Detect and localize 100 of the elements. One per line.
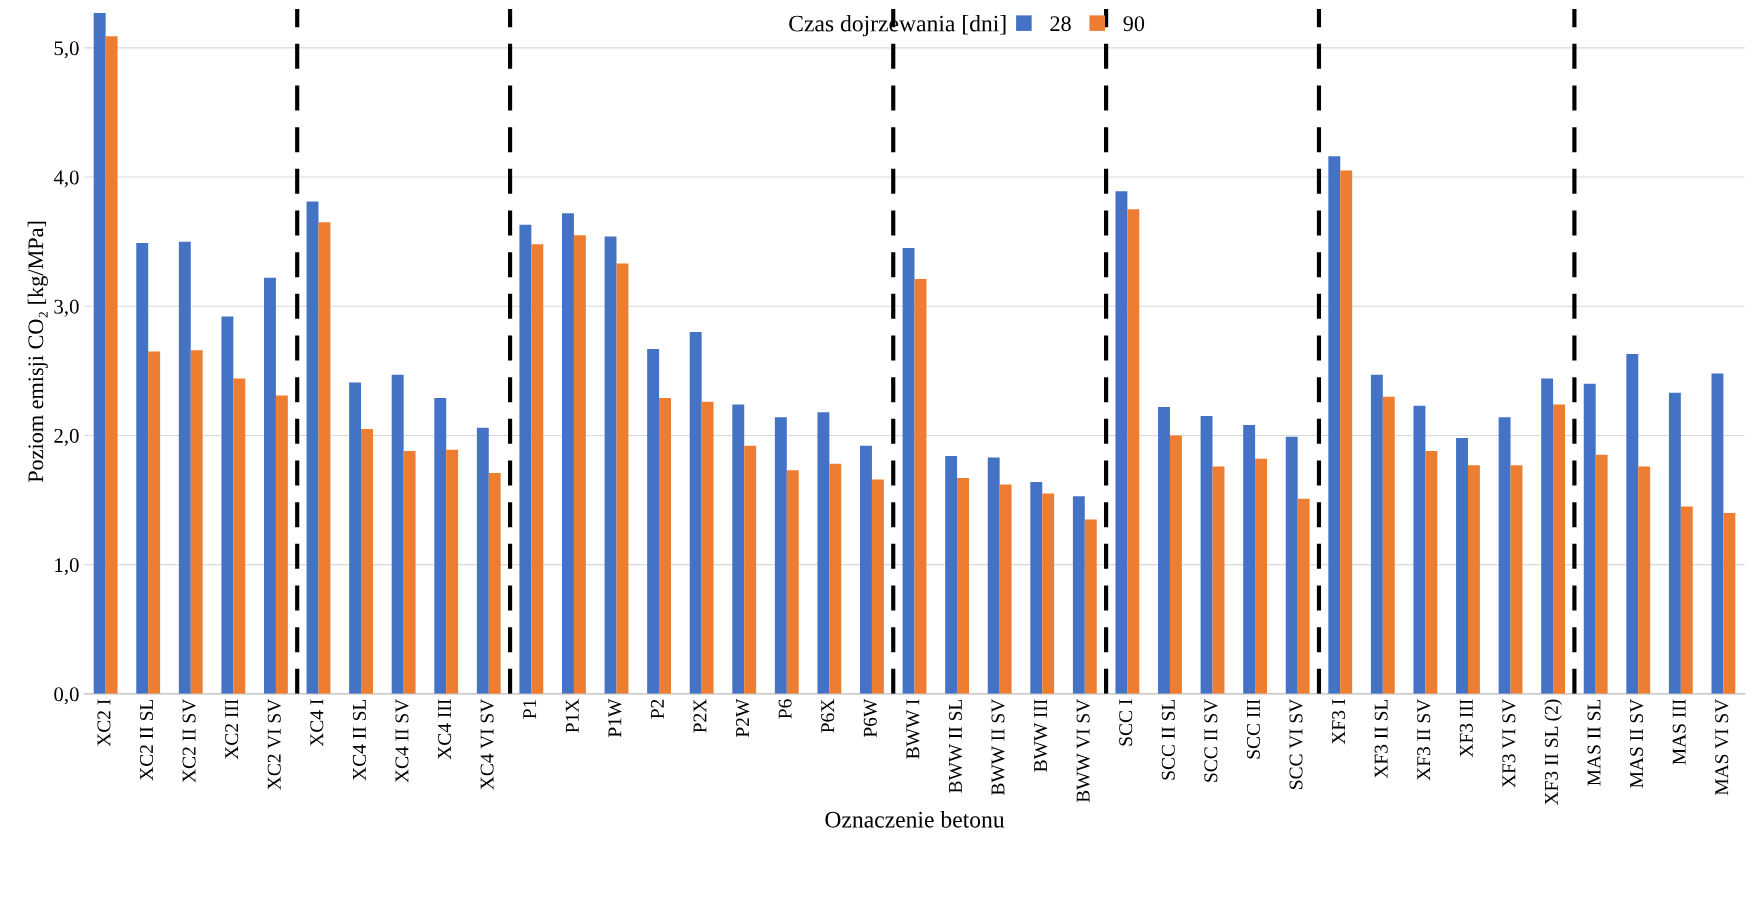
- x-tick-label: P6: [778, 699, 792, 719]
- legend-label: 90: [1123, 16, 1145, 32]
- x-tick-label: XC2 III: [225, 699, 239, 760]
- bar: [604, 236, 617, 694]
- bar: [190, 350, 203, 694]
- bar: [659, 397, 671, 694]
- bar: [306, 201, 319, 694]
- y-tick-label: 4,0: [53, 170, 79, 188]
- bar: [1127, 209, 1140, 694]
- bar: [105, 36, 118, 694]
- x-tick-label: SCC VI SV: [1289, 698, 1303, 789]
- bar: [1382, 396, 1395, 694]
- bar: [1200, 416, 1213, 694]
- bar: [488, 472, 501, 694]
- x-tick-label: P1W: [608, 698, 622, 738]
- bar: [1456, 438, 1468, 694]
- bar: [1413, 405, 1426, 694]
- bar: [999, 484, 1012, 694]
- bar: [178, 241, 191, 694]
- bar: [1498, 417, 1511, 694]
- bar: [732, 404, 745, 694]
- x-tick-label: SCC II SV: [1204, 698, 1218, 782]
- bar: [476, 427, 489, 694]
- bar: [318, 222, 331, 694]
- x-tick-label: MAS III: [1672, 699, 1686, 765]
- bar: [1370, 374, 1383, 694]
- bar: [93, 12, 106, 694]
- x-tick-label: P1: [523, 699, 537, 719]
- x-tick-label: XC2 I: [97, 699, 111, 747]
- bar: [616, 263, 629, 694]
- bar: [136, 242, 149, 694]
- bar: [1158, 407, 1170, 694]
- bar: [1680, 506, 1693, 694]
- y-tick-label: 0,0: [54, 687, 79, 705]
- bar: [349, 382, 362, 694]
- bar: [1084, 519, 1097, 694]
- bar: [1510, 465, 1523, 694]
- bar: [1243, 425, 1256, 694]
- bar: [774, 417, 787, 694]
- legend-title: Czas dojrzewania [dni]: [789, 14, 1006, 37]
- bar: [1668, 392, 1681, 694]
- x-tick-label: SCC I: [1119, 699, 1133, 746]
- x-tick-label: SCC III: [1246, 699, 1260, 759]
- bar: [573, 235, 586, 694]
- x-tick-label: BWW II SV: [991, 698, 1005, 796]
- bar: [148, 351, 161, 694]
- x-axis-title: Oznaczenie betonu: [825, 811, 1005, 828]
- x-tick-label: XC4 III: [438, 699, 452, 760]
- x-tick-label: BWW VI SV: [1076, 698, 1090, 803]
- bar: [1340, 170, 1353, 694]
- bar: [1030, 481, 1043, 694]
- x-tick-label: XF3 II SL (2): [1544, 699, 1562, 806]
- bar: [446, 449, 459, 694]
- bar: [860, 445, 872, 694]
- bar: [945, 456, 958, 694]
- bar: [562, 213, 574, 694]
- x-tick-label: XC2 VI SV: [267, 698, 281, 790]
- x-tick-label: P2W: [736, 698, 750, 738]
- bar: [1553, 404, 1566, 694]
- bar: [1072, 496, 1085, 694]
- bar: [871, 479, 884, 694]
- bar: [914, 279, 927, 694]
- x-tick-label: P6W: [863, 698, 877, 738]
- x-tick-label: XF3 II SV: [1417, 698, 1431, 781]
- bar: [1169, 435, 1182, 694]
- y-axis-title: Poziom emisji CO₂ [kg/MPa]: [27, 221, 48, 483]
- bar: [1638, 466, 1651, 694]
- legend-label: 28: [1050, 16, 1071, 32]
- x-tick-label: BWW III: [1034, 699, 1048, 772]
- bar: [957, 478, 970, 694]
- x-tick-label: SCC II SL: [1161, 699, 1175, 780]
- bar: [1425, 450, 1438, 694]
- bar: [1626, 354, 1639, 694]
- bar: [403, 450, 416, 694]
- x-tick-label: XF3 VI SV: [1502, 698, 1516, 788]
- bar: [1541, 378, 1554, 694]
- x-tick-label: XC4 VI SV: [480, 698, 494, 790]
- x-tick-label: MAS II SL: [1587, 699, 1601, 786]
- bar: [1285, 436, 1298, 694]
- bar: [519, 224, 532, 694]
- bar: [647, 348, 660, 694]
- bar: [1328, 156, 1341, 694]
- y-tick-label: 5,0: [54, 41, 79, 59]
- x-tick-label: XC4 II SV: [395, 698, 409, 783]
- x-tick-label: P1X: [565, 699, 579, 733]
- x-tick-label: BWW I: [906, 699, 920, 759]
- x-tick-label: P2X: [693, 699, 707, 733]
- y-tick-label: 1,0: [55, 558, 79, 576]
- bar: [829, 463, 842, 694]
- bar: [902, 248, 915, 694]
- bar: [1255, 458, 1268, 694]
- bar: [264, 277, 276, 694]
- x-tick-label: XC2 II SV: [182, 698, 196, 783]
- bar: [744, 445, 757, 694]
- x-tick-label: XC2 II SL: [140, 699, 154, 781]
- x-tick-label: XC4 II SL: [352, 699, 366, 781]
- x-tick-label: BWW II SL: [948, 699, 963, 793]
- x-tick-label: P6X: [821, 699, 835, 733]
- bar: [1297, 498, 1310, 694]
- bar: [1212, 466, 1225, 694]
